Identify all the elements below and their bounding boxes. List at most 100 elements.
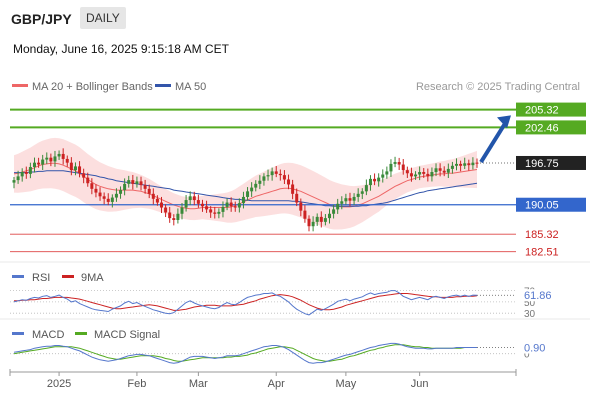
candle-body	[246, 191, 250, 197]
candle-body	[381, 174, 385, 178]
candle-body	[119, 190, 123, 194]
candle-body	[348, 198, 352, 201]
level-label-196.75: 196.75	[525, 158, 559, 170]
candle-body	[123, 183, 127, 191]
candle-body	[405, 170, 409, 174]
candle-body	[467, 163, 471, 166]
candle-body	[446, 168, 450, 173]
symbol-title: GBP/JPY	[11, 11, 72, 27]
level-label-205.32: 205.32	[525, 105, 559, 117]
candle-body	[131, 180, 135, 184]
candle-body	[442, 170, 446, 173]
candle-body	[434, 168, 438, 173]
candle-body	[37, 162, 41, 165]
candle-body	[475, 162, 479, 164]
candle-body	[20, 172, 24, 177]
candle-body	[69, 162, 73, 171]
candle-body	[393, 162, 397, 164]
rsi-value-label: 61.86	[524, 290, 552, 302]
candle-body	[24, 172, 28, 174]
candle-body	[336, 203, 340, 210]
rsi-legend-label: RSI	[32, 272, 50, 284]
candle-body	[49, 157, 53, 162]
candle-body	[233, 206, 237, 208]
candle-body	[327, 213, 331, 219]
candle-body	[184, 200, 188, 208]
candle-body	[143, 185, 147, 189]
forecast-arrowhead	[497, 115, 511, 129]
level-tag-202.46	[516, 120, 586, 135]
x-tick-label-Feb: Feb	[127, 378, 146, 390]
candle-body	[250, 187, 254, 192]
candle-body	[287, 179, 291, 185]
macd-signal-legend-swatch	[75, 332, 87, 335]
rsi-tick-label-50: 50	[524, 298, 536, 309]
candle-body	[258, 180, 262, 184]
candle-body	[278, 173, 282, 176]
candle-body	[82, 173, 86, 178]
candle-body	[340, 201, 344, 204]
candle-body	[344, 198, 348, 202]
candle-body	[188, 196, 192, 201]
candle-body	[45, 157, 49, 160]
candle-body	[32, 162, 36, 168]
candle-body	[254, 183, 258, 188]
level-label-185.32: 185.32	[525, 229, 559, 241]
candle-body	[409, 173, 413, 177]
rsi-ma-legend-label: 9MA	[81, 272, 104, 284]
candle-body	[385, 171, 389, 175]
candle-body	[319, 216, 323, 222]
candle-body	[28, 167, 32, 174]
candle-body	[196, 200, 200, 204]
candle-body	[139, 181, 143, 186]
x-tick-label-Mar: Mar	[189, 378, 208, 390]
x-tick-label-Jun: Jun	[411, 378, 429, 390]
candle-body	[291, 184, 295, 194]
bollinger-band	[14, 137, 477, 230]
interval-badge[interactable]: DAILY	[80, 7, 126, 29]
candle-body	[110, 197, 114, 202]
x-tick-label-May: May	[335, 378, 356, 390]
candle-body	[438, 168, 442, 171]
candle-body	[426, 173, 430, 177]
macd-legend-swatch	[12, 332, 24, 335]
macd-legend-label: MACD	[32, 329, 64, 341]
candle-body	[217, 211, 221, 214]
x-tick-label-2025: 2025	[47, 378, 71, 390]
candle-body	[94, 188, 98, 193]
candle-body	[311, 221, 315, 227]
candle-body	[213, 212, 217, 214]
rsi-line	[13, 290, 478, 316]
macd-value-label: 0.90	[524, 343, 545, 355]
rsi-ma-legend-swatch	[62, 275, 74, 278]
level-tag-205.32	[516, 102, 586, 117]
candle-body	[241, 196, 245, 204]
credit-label: Research © 2025 Trading Central	[416, 81, 580, 93]
candle-body	[65, 158, 69, 163]
candle-body	[459, 163, 463, 166]
candle-body	[164, 207, 168, 213]
candle-body	[200, 203, 204, 207]
candle-body	[53, 156, 57, 162]
candle-body	[422, 172, 426, 174]
candle-body	[16, 176, 20, 181]
candle-body	[332, 209, 336, 214]
candle-body	[368, 178, 372, 186]
macd-value-bg	[520, 341, 556, 354]
candle-body	[274, 171, 278, 174]
candle-body	[450, 165, 454, 169]
candle-body	[373, 178, 377, 182]
level-label-202.46: 202.46	[525, 122, 559, 134]
ma50-legend-label: MA 50	[175, 81, 206, 93]
candle-body	[401, 164, 405, 171]
ma50-legend-swatch	[155, 84, 171, 87]
ma20-legend-swatch	[12, 84, 28, 87]
candle-body	[192, 196, 196, 201]
candle-body	[114, 193, 118, 198]
candle-body	[303, 210, 307, 219]
candle-body	[147, 188, 151, 194]
level-tag-196.75	[516, 155, 586, 170]
candle-body	[270, 171, 274, 176]
candle-body	[12, 180, 16, 183]
